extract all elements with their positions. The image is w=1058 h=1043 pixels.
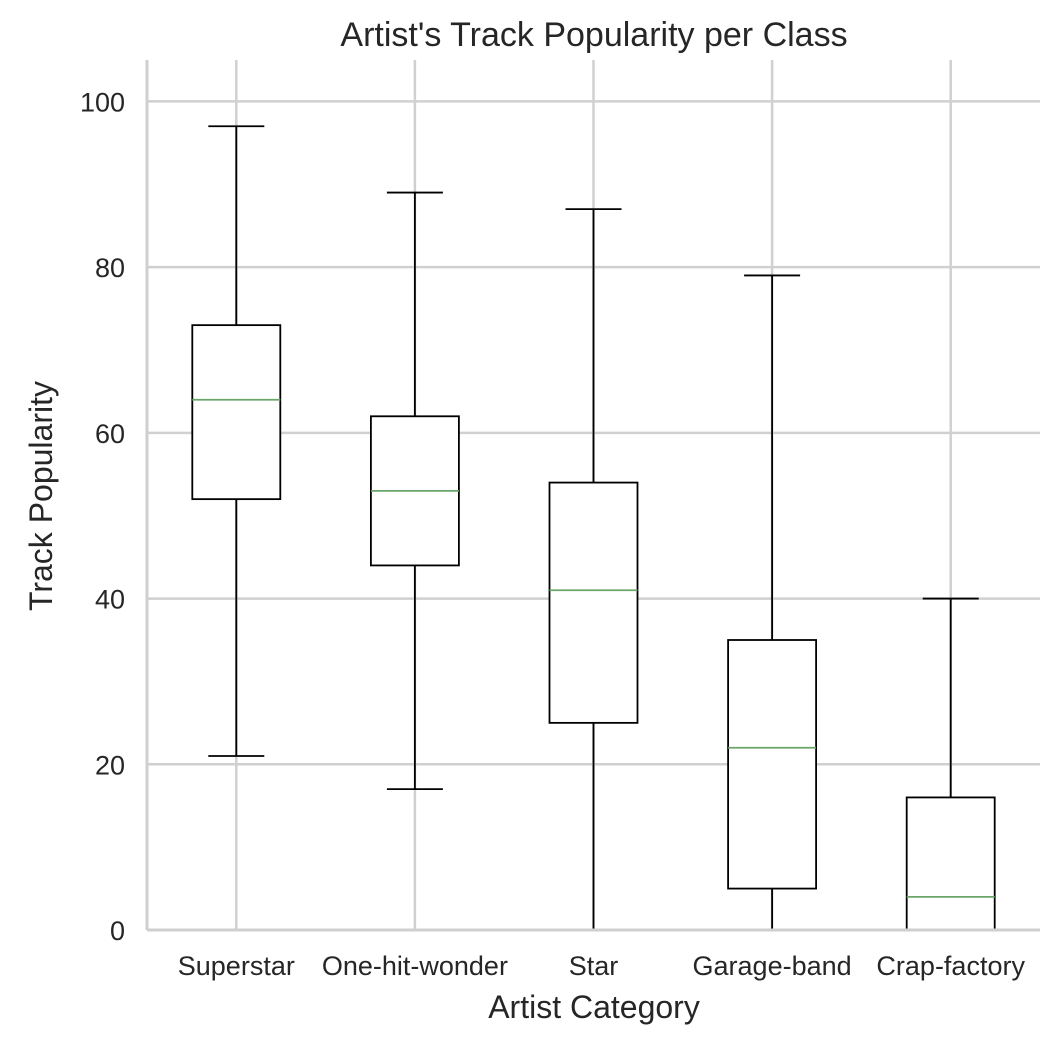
chart-title: Artist's Track Popularity per Class	[340, 16, 847, 54]
box-crap-factory	[905, 597, 996, 931]
x-tick-label: Superstar	[178, 951, 295, 981]
y-tick-label: 80	[95, 253, 125, 283]
y-tick-label: 100	[80, 87, 125, 117]
iqr-box	[191, 324, 282, 501]
box-star	[548, 208, 639, 931]
box-one-hit-wonder	[369, 191, 460, 791]
iqr-box	[905, 796, 996, 931]
y-tick-label: 40	[95, 585, 125, 615]
x-tick-label: Garage-band	[693, 951, 852, 981]
axis-layer: 0 20 40 60 80 100 Superstar One-hit-wonder Star G…	[80, 60, 1040, 981]
x-tick-label: Crap-factory	[876, 951, 1025, 981]
box-garage-band	[727, 274, 817, 931]
x-axis-label: Artist Category	[488, 989, 700, 1025]
iqr-box	[548, 481, 639, 724]
y-axis-label: Track Popularity	[23, 381, 59, 611]
box-superstar	[191, 125, 282, 757]
box-layer	[191, 125, 996, 931]
x-tick-label: Star	[569, 951, 619, 981]
x-tick-label: One-hit-wonder	[322, 951, 508, 981]
iqr-box	[727, 639, 817, 890]
y-tick-label: 20	[95, 750, 125, 780]
y-tick-label: 60	[95, 419, 125, 449]
y-tick-label: 0	[110, 916, 125, 946]
